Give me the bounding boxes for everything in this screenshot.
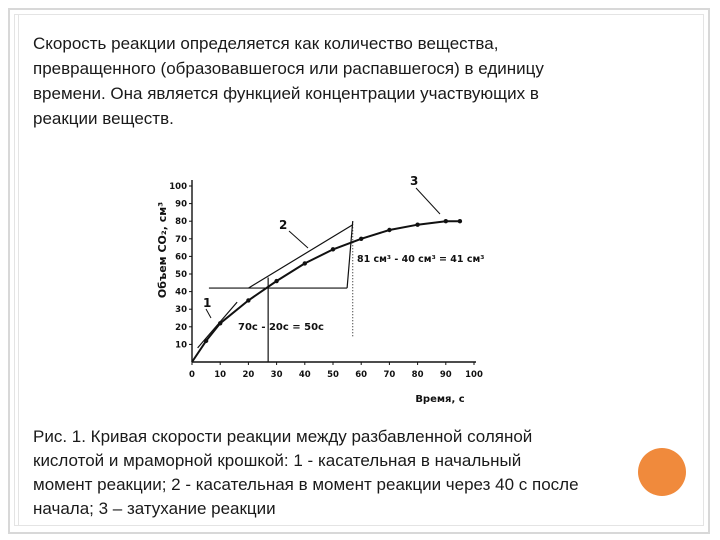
y-tick-label: 50: [175, 270, 187, 280]
x-axis-title: Время, с: [415, 394, 464, 405]
y-tick-label: 80: [175, 217, 187, 227]
slide-side-rule: [18, 14, 19, 526]
x-tick-label: 90: [440, 370, 452, 380]
curve-label-3-pointer: [415, 187, 441, 215]
intro-line: времени. Она является функцией концентра…: [33, 84, 539, 103]
curve-label-2: 2: [279, 218, 287, 232]
curve-label-1: 1: [203, 296, 211, 310]
x-tick-label: 50: [327, 370, 339, 380]
y-tick-label: 40: [175, 288, 187, 298]
vertical-measure-label: 81 см³ - 40 см³ = 41 см³: [357, 254, 484, 265]
decorative-orange-circle: [638, 448, 686, 496]
curve-data-point: [330, 247, 336, 252]
curve-data-point: [457, 219, 463, 224]
caption-line: Рис. 1. Кривая скорости реакции между ра…: [33, 427, 533, 446]
reaction-curve: [191, 220, 460, 363]
caption-line: момент реакции; 2 - касательная в момент…: [33, 475, 579, 494]
x-tick-label: 10: [214, 370, 226, 380]
intro-line: превращенного (образовавшегося или распа…: [33, 59, 544, 78]
curve-label-2-pointer: [288, 230, 309, 249]
x-tick-label: 40: [299, 370, 311, 380]
caption-line: кислотой и мраморной крошкой: 1 - касате…: [33, 451, 522, 470]
curve-label-1-pointer: [205, 308, 212, 319]
tangent-line-2: [248, 224, 354, 289]
intro-text: Скорость реакции определяется как количе…: [33, 31, 673, 131]
intro-line: реакции веществ.: [33, 109, 174, 128]
intro-line: Скорость реакции определяется как количе…: [33, 34, 499, 53]
slide-frame: [8, 8, 710, 534]
curve-label-3: 3: [410, 174, 418, 188]
x-tick-label: 80: [412, 370, 424, 380]
y-tick-label: 70: [175, 235, 187, 245]
curve-data-point: [274, 278, 279, 284]
x-tick-label: 0: [189, 370, 195, 380]
y-axis-title: Объем CO₂, см³: [156, 202, 169, 298]
x-tick-label: 70: [383, 370, 395, 380]
x-tick-label: 20: [242, 370, 254, 380]
curve-data-point: [443, 219, 448, 224]
curve-data-point: [246, 298, 251, 303]
curve-data-point: [415, 222, 420, 227]
y-tick-label: 90: [175, 200, 187, 210]
y-tick-label: 100: [169, 182, 187, 192]
curve-data-point: [302, 261, 307, 266]
y-tick-label: 60: [175, 252, 187, 262]
y-tick-label: 20: [175, 323, 187, 333]
horizontal-measure-label: 70с - 20с = 50с: [238, 322, 324, 333]
curve-data-point: [387, 227, 392, 233]
vertical-measure-line: [346, 221, 354, 289]
figure-caption: Рис. 1. Кривая скорости реакции между ра…: [33, 425, 693, 521]
x-tick-label: 60: [355, 370, 367, 380]
tangent-line-1: [197, 301, 238, 349]
x-tick-label: 100: [465, 370, 483, 380]
caption-line: начала; 3 – затухание реакции: [33, 499, 276, 518]
curve-data-point: [359, 236, 364, 241]
y-tick-label: 10: [175, 340, 187, 350]
x-tick-label: 30: [271, 370, 283, 380]
y-tick-label: 30: [175, 305, 187, 315]
slide-inner-frame: [14, 14, 704, 526]
